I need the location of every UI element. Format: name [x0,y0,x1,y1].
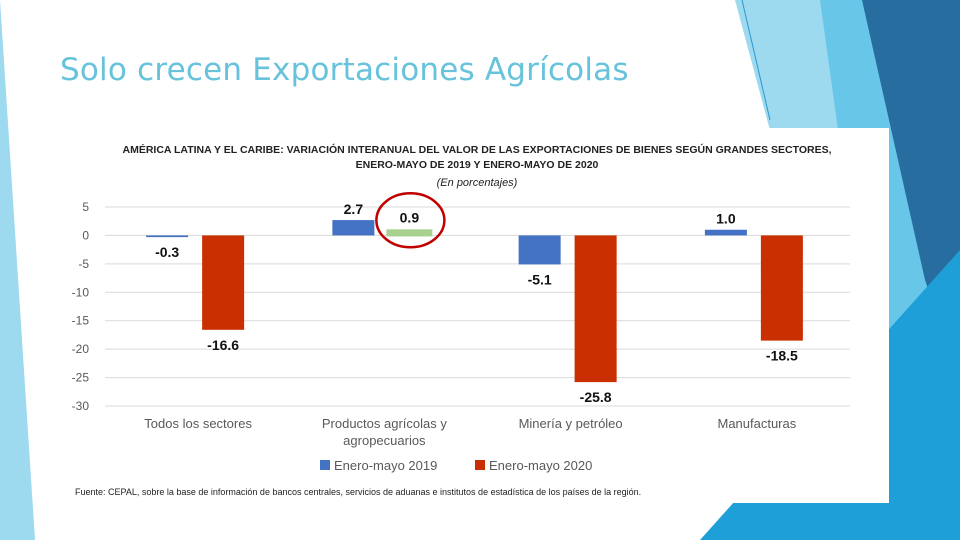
slide-title: Solo crecen Exportaciones Agrícolas [60,52,629,88]
y-tick-label: -25 [72,371,90,385]
x-category-label: Todos los sectores [144,416,252,431]
legend-label: Enero-mayo 2020 [489,458,592,473]
x-category-label: Manufacturas [717,416,796,431]
left-accent-triangle [0,0,35,540]
highlight-circle [375,192,446,249]
chart-source-note: Fuente: CEPAL, sobre la base de informac… [75,487,642,497]
right-thin-line [741,0,771,121]
data-label: 2.7 [344,201,364,217]
legend-label: Enero-mayo 2019 [334,458,437,473]
bar-2020 [202,235,245,330]
chart-title-line: ENERO-MAYO DE 2019 Y ENERO-MAYO DE 2020 [356,159,599,171]
data-label: -16.6 [207,337,239,353]
data-label: -25.8 [580,389,612,405]
bar-2020 [760,235,803,341]
x-category-label: Productos agrícolas y [322,416,448,431]
y-tick-label: 0 [82,228,89,242]
x-category-label: Minería y petróleo [519,416,623,431]
y-tick-label: 5 [82,200,89,214]
chart-image: AMÉRICA LATINA Y EL CARIBE: VARIACIÓN IN… [65,128,889,503]
y-tick-label: -10 [72,285,90,299]
chart-title-line: AMÉRICA LATINA Y EL CARIBE: VARIACIÓN IN… [122,143,831,156]
bar-2020 [574,235,617,383]
data-label: 1.0 [716,211,736,227]
data-label: 0.9 [400,209,420,225]
data-label: -5.1 [528,271,552,287]
bar-2020 [386,229,433,237]
data-label: -0.3 [155,244,179,260]
chart-subtitle: (En porcentajes) [437,177,518,189]
legend-swatch-2019 [320,460,330,470]
bar-2019 [704,229,747,236]
x-category-label: agropecuarios [343,433,426,448]
bar-2019 [332,220,375,236]
bar-2019 [146,235,189,238]
data-label: -18.5 [766,348,798,364]
bar-2019 [518,235,561,265]
y-tick-label: -5 [78,257,89,271]
y-tick-label: -30 [72,399,90,413]
legend-swatch-2020 [475,460,485,470]
bar-chart: AMÉRICA LATINA Y EL CARIBE: VARIACIÓN IN… [72,143,850,473]
y-tick-label: -15 [72,314,90,328]
y-tick-label: -20 [72,342,90,356]
